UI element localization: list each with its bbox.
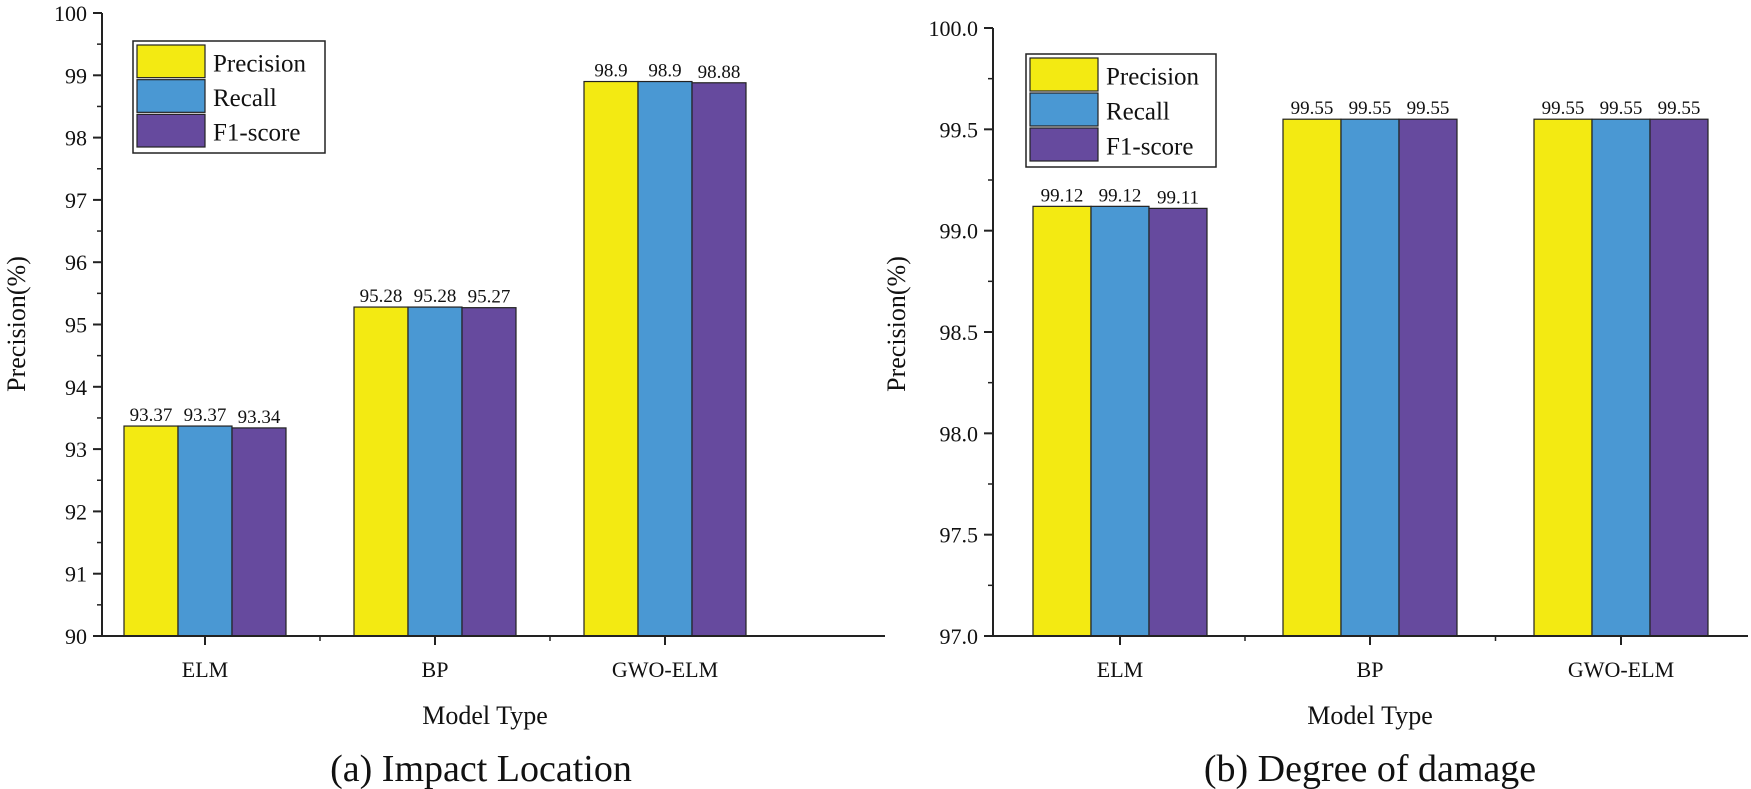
value-label: 99.55: [1658, 98, 1701, 119]
y-tick-label: 99.5: [940, 117, 979, 142]
y-ticks: 97.0 97.5 98.0 98.5 99.0 99.5 100.0: [929, 16, 993, 649]
x-ticks: ELM BP GWO-ELM: [1097, 636, 1674, 682]
bar-f1-score-elm: [231, 427, 287, 637]
legend-swatch: [1029, 92, 1099, 127]
y-tick-label: 99: [65, 63, 87, 88]
x-tick-label: ELM: [1097, 657, 1143, 682]
y-tick-label: 98.5: [940, 320, 979, 345]
x-tick-label: ELM: [182, 657, 228, 682]
legend-swatch: [1029, 57, 1099, 92]
value-label: 99.55: [1542, 98, 1585, 119]
x-axis-title: Model Type: [1307, 701, 1433, 730]
bar-recall-gwo-elm: [1591, 118, 1651, 637]
value-label: 99.55: [1291, 98, 1334, 119]
y-axis-title: Precision(%): [2, 256, 31, 392]
y-tick-label: 100.0: [929, 16, 979, 41]
x-tick-label: GWO-ELM: [612, 657, 718, 682]
y-tick-label: 91: [65, 562, 87, 587]
y-tick-label: 96: [65, 250, 87, 275]
y-tick-label: 97.5: [940, 523, 979, 548]
bar-precision-gwo-elm: [1533, 118, 1593, 637]
chart-impact-location: 93.37 93.37 93.34 95.28 95.28 95.27 98.9 98.9 98…: [2, 1, 885, 789]
value-label: 98.9: [648, 61, 681, 82]
value-label: 98.88: [698, 62, 741, 83]
legend-swatch: [1029, 127, 1099, 162]
y-tick-label: 97.0: [940, 624, 979, 649]
y-axis-title: Precision(%): [882, 256, 911, 392]
x-tick-label: BP: [422, 657, 449, 682]
legend-swatch: [136, 79, 206, 113]
x-tick-label: BP: [1357, 657, 1384, 682]
value-label: 99.11: [1157, 187, 1199, 208]
bars: [1032, 118, 1709, 637]
bar-precision-elm: [1032, 205, 1092, 637]
y-tick-label: 92: [65, 499, 87, 524]
bar-f1-score-bp: [461, 307, 517, 637]
x-axis-title: Model Type: [422, 701, 548, 730]
value-labels: 99.12 99.12 99.11 99.55 99.55 99.55 99.55 99.55…: [1041, 98, 1701, 208]
bar-f1-score-gwo-elm: [1649, 118, 1709, 637]
value-label: 99.12: [1099, 185, 1142, 206]
bar-precision-bp: [353, 306, 409, 637]
legend-label: Recall: [1106, 99, 1170, 126]
y-tick-label: 98.0: [940, 421, 979, 446]
x-tick-label: GWO-ELM: [1568, 657, 1674, 682]
legend-label: Precision: [1106, 64, 1200, 91]
value-label: 95.28: [360, 286, 403, 307]
chart-caption: (a) Impact Location: [330, 748, 632, 789]
value-label: 93.37: [130, 405, 173, 426]
value-label: 93.34: [238, 407, 281, 428]
y-tick-label: 94: [65, 375, 87, 400]
y-ticks: 90 91 92 93 94 95 96 97 98 99 100: [54, 1, 102, 649]
x-ticks: ELM BP GWO-ELM: [182, 636, 718, 682]
value-label: 99.12: [1041, 185, 1084, 206]
value-labels: 93.37 93.37 93.34 95.28 95.28 95.27 98.9 98.9 98…: [130, 61, 741, 428]
value-label: 95.28: [414, 286, 457, 307]
legend-label: Precision: [213, 50, 307, 77]
bar-precision-elm: [123, 425, 179, 637]
chart-degree-of-damage: 99.12 99.12 99.11 99.55 99.55 99.55 99.55 99.55…: [882, 16, 1748, 789]
legend-swatch: [136, 44, 206, 79]
bar-recall-bp: [1340, 118, 1400, 637]
y-tick-label: 98: [65, 126, 87, 151]
bar-recall-elm: [1090, 205, 1150, 637]
y-tick-label: 97: [65, 188, 87, 213]
chart-caption: (b) Degree of damage: [1204, 748, 1536, 789]
value-label: 99.55: [1349, 98, 1392, 119]
legend-label: F1-score: [1106, 134, 1193, 161]
value-label: 95.27: [468, 287, 511, 308]
legend-swatch: [136, 113, 206, 148]
bar-recall-bp: [407, 306, 463, 637]
legend-label: Recall: [213, 85, 277, 112]
y-tick-label: 90: [65, 624, 87, 649]
bar-precision-gwo-elm: [583, 80, 639, 637]
legend: Precision Recall F1-score: [1025, 53, 1217, 168]
bar-recall-elm: [177, 425, 233, 637]
value-label: 98.9: [594, 61, 627, 82]
y-tick-label: 95: [65, 313, 87, 338]
value-label: 93.37: [184, 405, 227, 426]
bars: [123, 80, 747, 637]
y-tick-label: 99.0: [940, 219, 979, 244]
y-tick-label: 100: [54, 1, 87, 26]
bar-f1-score-gwo-elm: [691, 82, 747, 637]
value-label: 99.55: [1600, 98, 1643, 119]
bar-precision-bp: [1282, 118, 1342, 637]
y-tick-label: 93: [65, 437, 87, 462]
bar-recall-gwo-elm: [637, 80, 693, 637]
value-label: 99.55: [1407, 98, 1450, 119]
bar-f1-score-elm: [1148, 207, 1208, 637]
bar-f1-score-bp: [1398, 118, 1458, 637]
legend: Precision Recall F1-score: [132, 40, 326, 154]
legend-label: F1-score: [213, 120, 300, 147]
